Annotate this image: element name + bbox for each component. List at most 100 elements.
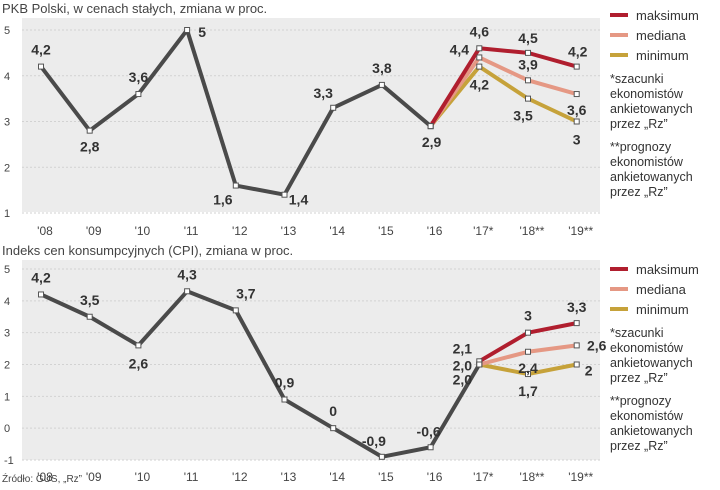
legend-note-forecasts: **prognozy ekonomistów ankietowanych prz… xyxy=(610,394,693,453)
y-tick-label: 4 xyxy=(4,71,10,83)
x-tick-label: '09 xyxy=(86,470,102,484)
data-point-actual xyxy=(232,182,239,189)
data-point-mediana xyxy=(573,342,580,349)
data-point-minimum xyxy=(573,361,580,368)
data-label-mediana: 2,4 xyxy=(518,360,538,376)
source-note: Źródło: GUS, „Rz” xyxy=(2,474,83,485)
series-line-actual xyxy=(39,289,482,459)
x-tick-label: '09 xyxy=(86,224,102,238)
series-line-mediana xyxy=(428,55,579,129)
data-label-actual: 3,8 xyxy=(372,60,392,76)
data-point-actual xyxy=(281,396,288,403)
x-tick-label: '17* xyxy=(473,224,494,238)
data-point-mediana xyxy=(525,77,531,84)
data-label-actual: 1,6 xyxy=(213,192,233,208)
x-tick-label: '18** xyxy=(520,470,545,484)
legend-swatch-maksimum xyxy=(610,13,628,17)
legend-item-maksimum: maksimum xyxy=(610,6,720,24)
x-tick-label: '14 xyxy=(329,224,345,238)
legend-item-mediana: mediana xyxy=(610,280,720,298)
data-point-actual xyxy=(427,444,434,451)
legend-item-maksimum: maksimum xyxy=(610,260,720,278)
data-point-actual xyxy=(476,361,483,368)
legend-swatch-mediana xyxy=(610,287,628,291)
data-point-actual xyxy=(330,104,337,111)
x-tick-label: '10 xyxy=(135,470,151,484)
data-point-minimum xyxy=(573,118,580,125)
data-label-minimum: 3,5 xyxy=(513,108,533,124)
data-label-actual: 4,3 xyxy=(177,266,197,282)
data-point-actual xyxy=(232,307,239,314)
series-line-minimum xyxy=(428,64,579,129)
gdp-chart-svg: 1 2 3 4 5 '08 '09 '10 '11 '12 '13 '14 '15 '16 '17* '18*… xyxy=(4,18,600,238)
data-label-actual: 2,8 xyxy=(80,139,100,155)
cpi-chart-title: Indeks cen konsumpcyjnych (CPI), zmiana … xyxy=(2,243,294,258)
data-point-actual xyxy=(135,91,142,98)
data-label-maksimum: 4,6 xyxy=(470,23,490,39)
data-label-actual: 5 xyxy=(198,24,206,40)
data-label-actual: 3,3 xyxy=(313,85,333,101)
data-label-mediana: 3,6 xyxy=(567,102,587,118)
y-tick-label: 5 xyxy=(4,25,10,37)
x-tick-label: '15 xyxy=(378,224,394,238)
cpi-legend: maksimum mediana minimum *szacunki ekono… xyxy=(610,260,720,454)
x-tick-label: '17* xyxy=(473,470,494,484)
data-label-actual: -0,9 xyxy=(362,433,386,449)
data-point-maksimum xyxy=(476,45,483,52)
y-tick-label: 2 xyxy=(4,162,10,174)
legend-label-mediana: mediana xyxy=(636,281,686,297)
data-label-actual: 1,4 xyxy=(289,192,309,208)
x-tick-label: '08 xyxy=(37,224,53,238)
y-tick-label: 1 xyxy=(4,208,10,220)
data-point-mediana xyxy=(525,348,531,355)
legend-item-minimum: minimum xyxy=(610,300,720,318)
legend-swatch-minimum xyxy=(610,307,628,311)
data-label-maksimum: 3,3 xyxy=(567,299,587,315)
x-tick-label: '11 xyxy=(184,470,199,484)
data-point-maksimum xyxy=(573,63,580,70)
data-label-actual: 3,7 xyxy=(236,285,256,301)
data-label-maksimum: 2,1 xyxy=(453,340,473,356)
x-tick-label: '12 xyxy=(232,470,248,484)
data-point-actual xyxy=(427,123,434,130)
data-point-actual xyxy=(184,27,191,33)
data-point-mediana xyxy=(573,91,580,98)
y-tick-label: 3 xyxy=(4,117,10,129)
x-tick-label: '13 xyxy=(281,470,297,484)
data-label-actual: 4,2 xyxy=(31,42,51,58)
y-tick-label: -1 xyxy=(4,455,14,467)
legend-label-maksimum: maksimum xyxy=(636,261,699,277)
legend-item-minimum: minimum xyxy=(610,46,720,64)
x-tick-label: '19** xyxy=(568,224,593,238)
data-label-actual: 3,6 xyxy=(129,69,149,85)
data-label-minimum: 3 xyxy=(573,132,581,148)
y-tick-label: 5 xyxy=(4,264,10,276)
gdp-chart-title: PKB Polski, w cenach stałych, zmiana w p… xyxy=(2,1,268,16)
data-point-minimum xyxy=(525,95,531,102)
y-tick-label: 3 xyxy=(4,328,10,340)
data-label-actual: 2,6 xyxy=(129,355,149,371)
legend-label-minimum: minimum xyxy=(636,47,689,63)
data-point-actual xyxy=(38,291,44,298)
y-tick-label: 4 xyxy=(4,296,10,308)
data-label-mediana: 2,0 xyxy=(453,358,473,374)
legend-note-estimates: *szacunki ekonomistów ankietowanych prze… xyxy=(610,326,693,385)
data-label-mediana: 4,4 xyxy=(450,41,470,57)
data-point-actual xyxy=(378,81,385,88)
x-tick-label: '18** xyxy=(520,224,545,238)
data-label-actual: 0,9 xyxy=(275,375,295,391)
legend-note-estimates: *szacunki ekonomistów ankietowanych prze… xyxy=(610,72,693,131)
data-point-actual xyxy=(135,342,142,349)
legend-note-forecasts: **prognozy ekonomistów ankietowanych prz… xyxy=(610,140,693,199)
data-label-mediana: 3,9 xyxy=(518,56,538,72)
data-label-minimum: 1,7 xyxy=(518,383,538,399)
data-label-maksimum: 4,2 xyxy=(568,44,588,60)
y-tick-label: 2 xyxy=(4,360,10,372)
data-label-minimum: 2 xyxy=(585,363,593,379)
data-point-actual xyxy=(330,425,337,432)
legend-swatch-maksimum xyxy=(610,267,628,271)
gdp-chart: 1 2 3 4 5 '08 '09 '10 '11 '12 '13 '14 '15 '16 '17* '18*… xyxy=(0,0,600,240)
gdp-legend: maksimum mediana minimum *szacunki ekono… xyxy=(610,6,720,200)
x-tick-label: '13 xyxy=(281,224,297,238)
data-point-minimum xyxy=(476,63,483,70)
